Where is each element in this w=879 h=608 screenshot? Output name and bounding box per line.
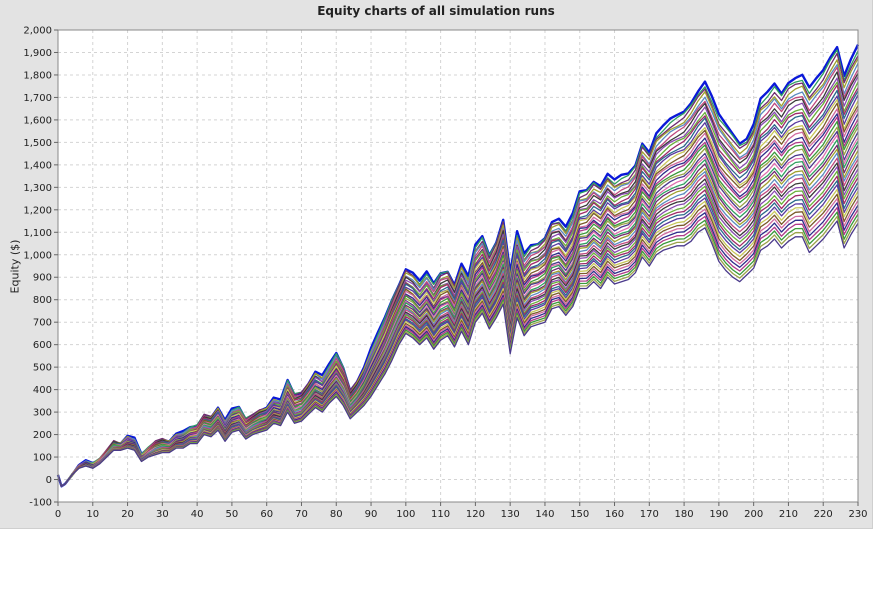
y-tick-label: 1,000: [23, 250, 52, 261]
x-tick-label: 0: [55, 509, 61, 520]
y-tick-label: 1,600: [23, 115, 52, 126]
x-tick-label: 50: [226, 509, 239, 520]
y-tick-label: 1,400: [23, 160, 52, 171]
y-tick-label: 1,200: [23, 205, 52, 216]
x-tick-label: 110: [431, 509, 450, 520]
x-tick-label: 190: [709, 509, 728, 520]
y-tick-label: 500: [33, 363, 52, 374]
y-tick-label: 1,100: [23, 228, 52, 239]
x-tick-label: 150: [570, 509, 589, 520]
chart-panel: Equity charts of all simulation runs Equ…: [0, 0, 873, 529]
y-tick-label: 400: [33, 385, 52, 396]
x-tick-label: 180: [675, 509, 694, 520]
x-tick-label: 40: [191, 509, 204, 520]
y-tick-label: 0: [46, 475, 52, 486]
y-axis: -100 0 100 200 300 400 500 600 700 800 900 1,000 1,1…: [23, 26, 58, 509]
y-tick-label: 2,000: [23, 26, 52, 37]
y-tick-label: 700: [33, 318, 52, 329]
y-tick-label: 100: [33, 453, 52, 464]
y-tick-label: 300: [33, 408, 52, 419]
x-tick-label: 130: [501, 509, 520, 520]
y-tick-label: 900: [33, 273, 52, 284]
x-tick-label: 20: [121, 509, 134, 520]
x-tick-label: 70: [295, 509, 308, 520]
x-tick-label: 170: [640, 509, 659, 520]
chart-title: Equity charts of all simulation runs: [317, 4, 555, 18]
x-tick-label: 90: [365, 509, 378, 520]
series-layer: [56, 44, 860, 488]
x-tick-label: 160: [605, 509, 624, 520]
plot-area: -10001002003004005006007008009001,0001,1…: [23, 26, 868, 521]
x-tick-label: 60: [260, 509, 273, 520]
x-tick-label: 10: [86, 509, 99, 520]
x-tick-label: 140: [535, 509, 554, 520]
x-tick-label: 30: [156, 509, 169, 520]
x-tick-label: 80: [330, 509, 343, 520]
y-tick-label: 1,700: [23, 93, 52, 104]
y-tick-label: 1,500: [23, 138, 52, 149]
x-tick-label: 210: [779, 509, 798, 520]
y-tick-label: 200: [33, 430, 52, 441]
x-tick-label: 230: [848, 509, 867, 520]
y-tick-label: 600: [33, 340, 52, 351]
x-axis: 0 10 20 30 40 50 60 70 80 90 100 110 120 130 140 150 160…: [55, 502, 868, 520]
plot-border: [57, 29, 859, 503]
y-tick-label: -100: [29, 498, 52, 509]
y-tick-label: 800: [33, 295, 52, 306]
x-tick-label: 200: [744, 509, 763, 520]
y-tick-label: 1,900: [23, 48, 52, 59]
x-tick-label: 220: [814, 509, 833, 520]
y-tick-label: 1,300: [23, 183, 52, 194]
simulation-run-line: [57, 220, 859, 487]
x-tick-label: 100: [396, 509, 415, 520]
y-tick-label: 1,800: [23, 70, 52, 81]
x-tick-label: 120: [466, 509, 485, 520]
